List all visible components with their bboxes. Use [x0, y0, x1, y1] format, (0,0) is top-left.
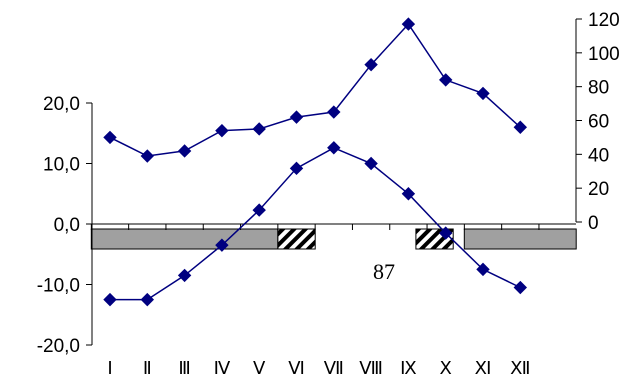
- month-label: Ⅰ: [107, 358, 112, 379]
- series-1-point: [401, 17, 416, 31]
- left-axis-tick-label: 0,0: [54, 215, 80, 236]
- month-label: Ⅲ: [178, 358, 190, 379]
- series-0-point: [215, 238, 229, 252]
- period-bar-1: [277, 228, 316, 250]
- right-axis-tick-label: 120: [588, 10, 620, 31]
- right-axis-tick-label: 60: [588, 112, 609, 133]
- series-0-point: [103, 292, 117, 307]
- series-1-point: [177, 144, 192, 158]
- right-axis-tick-label: 20: [588, 179, 609, 200]
- series-0-point: [289, 161, 304, 176]
- left-axis-tick-label: -10,0: [37, 276, 80, 297]
- series-1-point: [215, 123, 229, 138]
- month-label: Ⅶ: [324, 358, 344, 379]
- month-label: Ⅻ: [510, 358, 530, 379]
- month-label: Ⅳ: [214, 358, 231, 379]
- right-axis-tick-label: 0: [588, 213, 599, 234]
- series-1-point: [364, 57, 378, 72]
- series-0-point: [401, 187, 416, 201]
- series-1-point: [438, 73, 453, 87]
- series-1-point: [140, 149, 155, 163]
- month-label: Ⅸ: [400, 358, 417, 379]
- series-0-point: [364, 156, 378, 171]
- month-label: Ⅵ: [288, 358, 305, 379]
- left-axis-tick-label: 10,0: [43, 155, 80, 176]
- series-1-point: [103, 130, 117, 145]
- left-axis-tick-label: 20,0: [43, 94, 80, 115]
- series-0-point: [476, 262, 490, 277]
- right-axis-tick-label: 40: [588, 145, 609, 166]
- annotation-label: 87: [373, 259, 395, 284]
- month-label: Ⅱ: [143, 358, 152, 379]
- period-bar-0: [90, 228, 279, 250]
- month-label: Ⅺ: [475, 358, 492, 379]
- series-1-point: [327, 105, 341, 119]
- right-axis-tick-label: 80: [588, 78, 609, 99]
- series-line-1: [109, 22, 521, 157]
- series-0-point: [513, 280, 528, 295]
- series-1-point: [252, 122, 266, 136]
- month-label: Ⅴ: [253, 358, 266, 379]
- right-axis-tick-label: 100: [588, 44, 620, 65]
- series-1-point: [289, 110, 304, 124]
- month-label: Ⅷ: [359, 358, 383, 379]
- series-1-point: [476, 86, 490, 101]
- month-label: Ⅹ: [440, 358, 452, 379]
- period-bar-3: [463, 228, 577, 250]
- left-axis-tick-label: -20,0: [37, 336, 80, 357]
- series-0-point: [140, 292, 155, 307]
- series-0-point: [438, 226, 453, 240]
- series-0-point: [252, 203, 266, 217]
- series-0-point: [327, 141, 341, 155]
- series-1-point: [513, 120, 528, 134]
- series-line-0: [110, 146, 521, 301]
- series-0-point: [177, 268, 192, 283]
